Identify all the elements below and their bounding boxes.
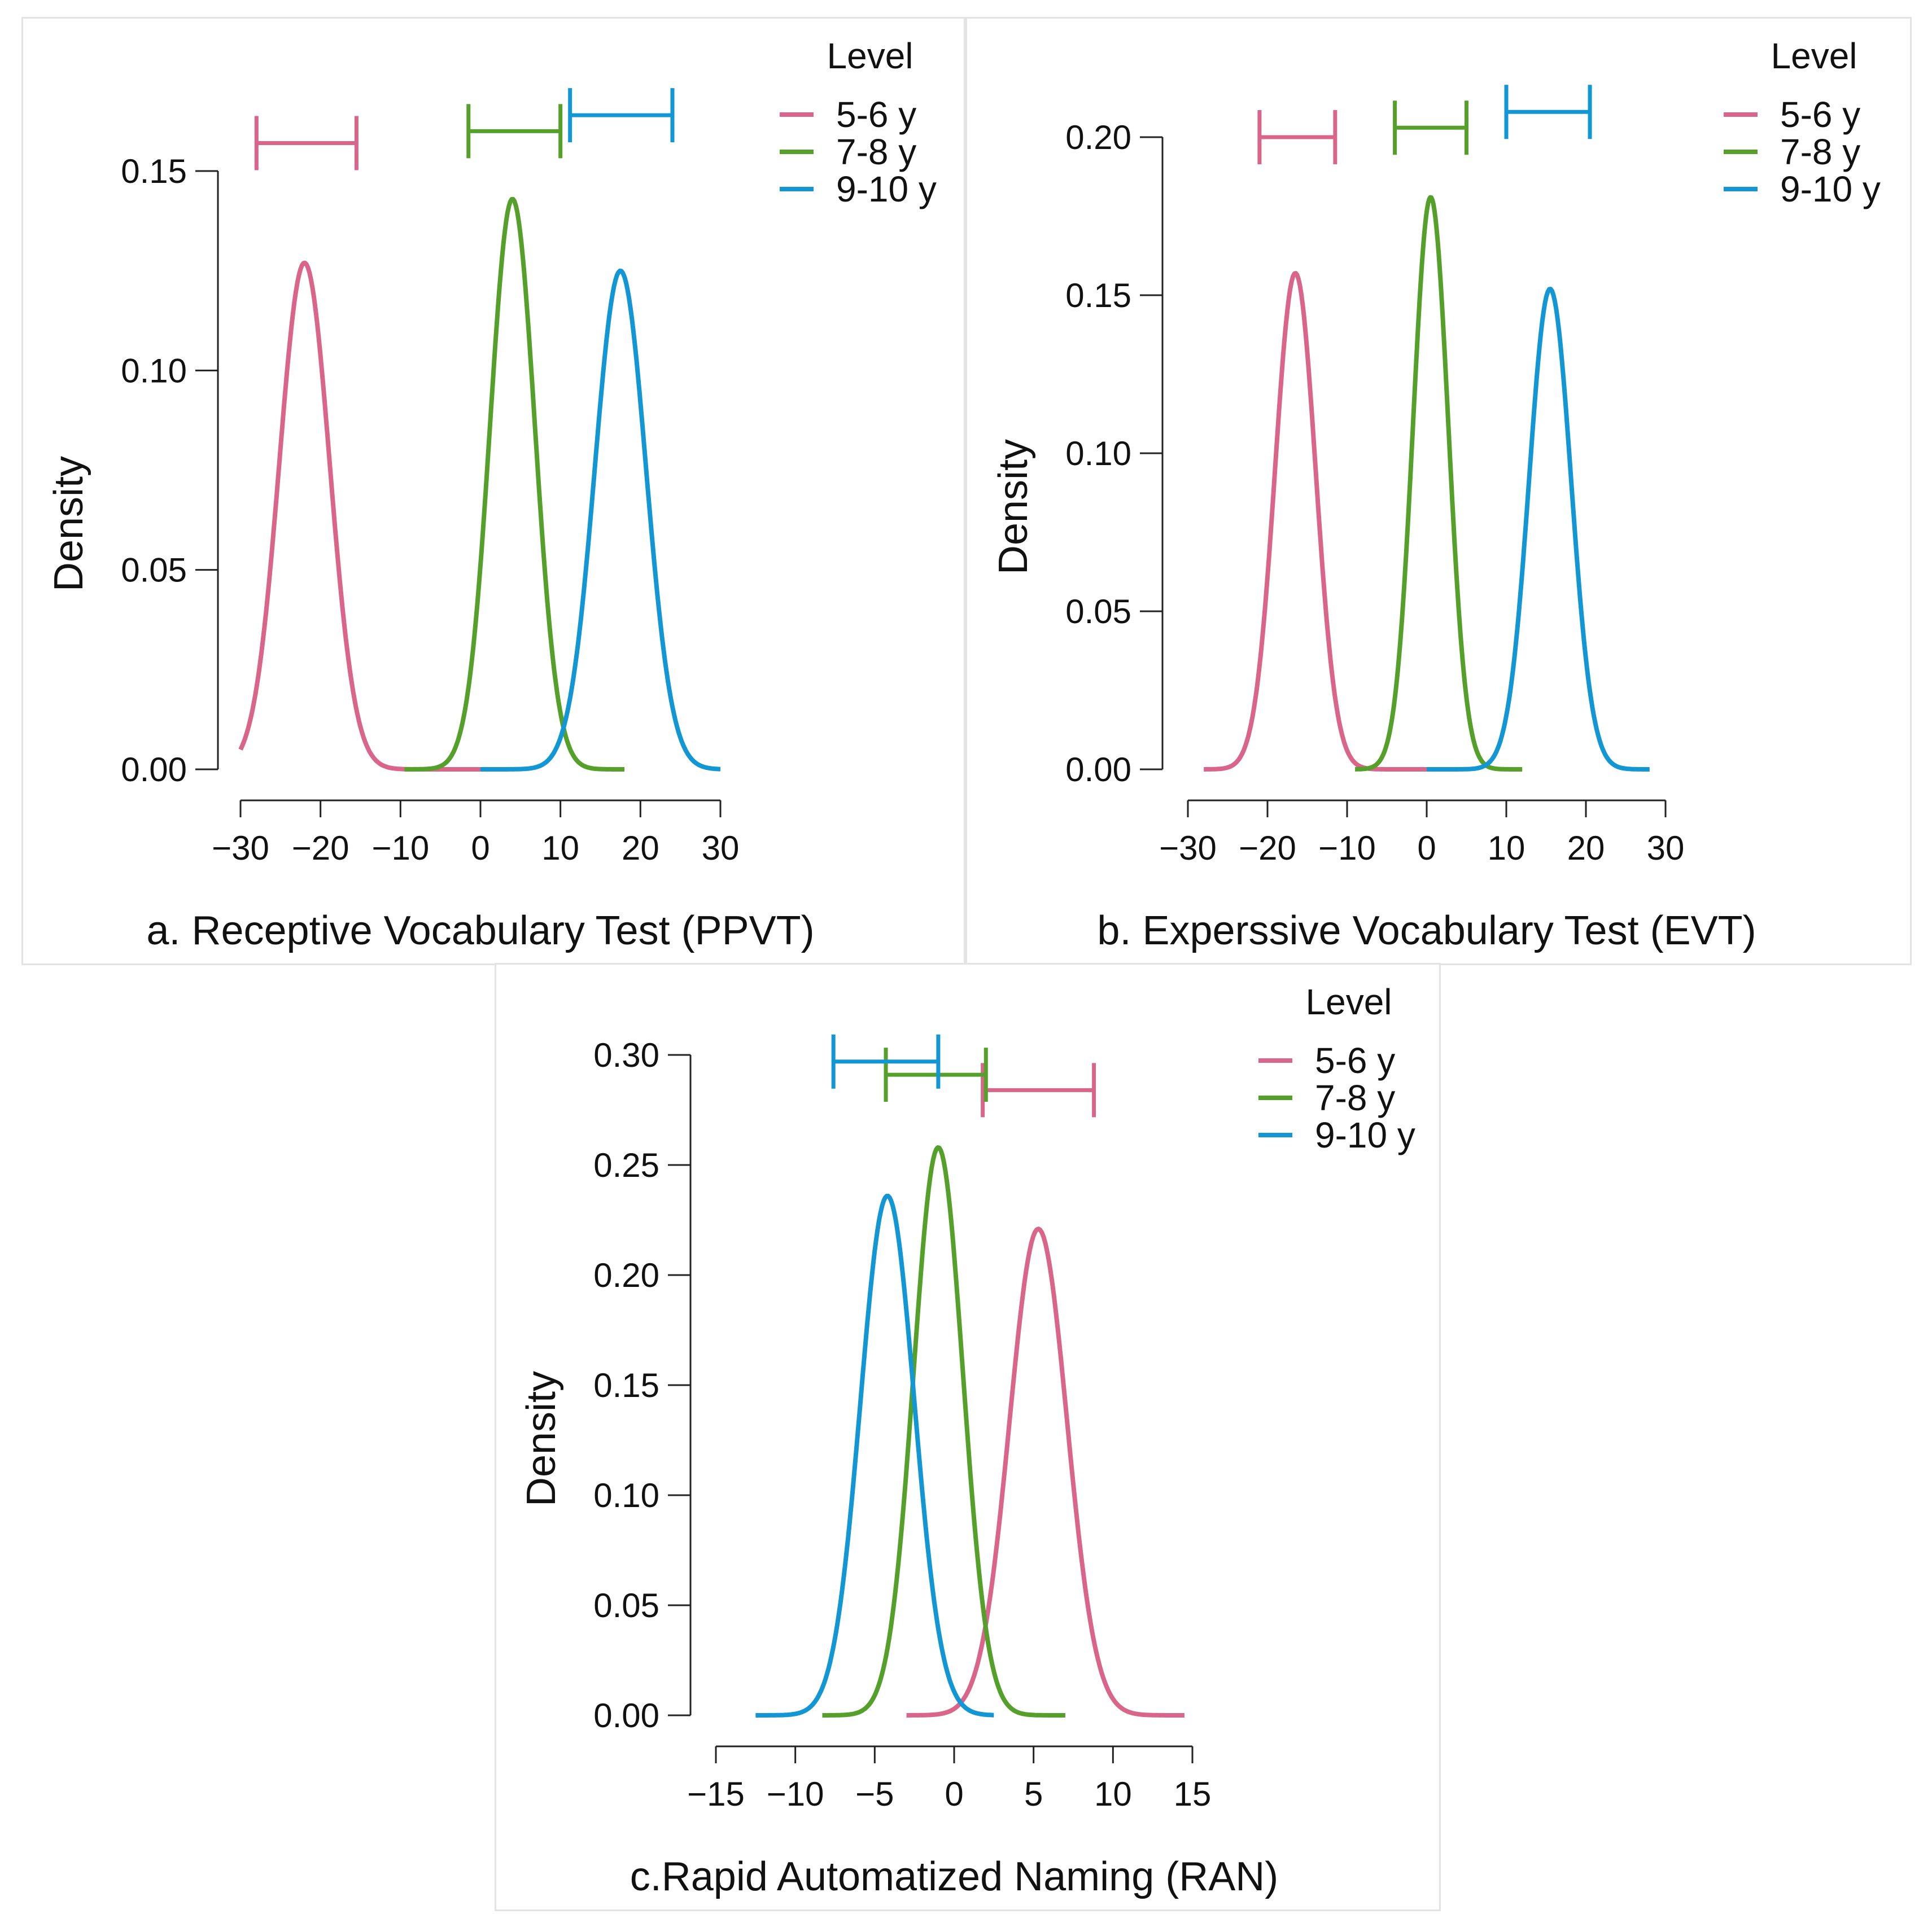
density-curve-5-6y — [238, 260, 482, 772]
legend-label: 5-6 y — [836, 94, 916, 135]
legend-title: Level — [827, 36, 913, 76]
y-tick-label: 0.00 — [1065, 751, 1131, 789]
y-tick-label: 0.05 — [121, 551, 187, 589]
y-tick-label: 0.15 — [1065, 277, 1131, 314]
y-axis-title: Density — [991, 439, 1036, 575]
panel-ppvt: 0.00 0.05 0.10 0.15 Density −30 −20 −10 0 10 20 30 a… — [21, 17, 965, 965]
y-tick-label: 0.00 — [121, 751, 187, 789]
x-tick-label: −20 — [1239, 829, 1296, 867]
x-tick-label: 10 — [1488, 829, 1526, 867]
density-curve-5-6y — [906, 1227, 1185, 1718]
x-tick-label: 30 — [702, 829, 740, 867]
x-axis-title: a. Receptive Vocabulary Test (PPVT) — [146, 908, 814, 953]
x-tick-label: 10 — [541, 829, 579, 867]
y-tick-label: 0.25 — [593, 1146, 659, 1184]
density-curve-7-8y — [403, 196, 626, 772]
x-tick-label: −10 — [767, 1775, 824, 1813]
x-tick-label: −10 — [371, 829, 429, 867]
chart-ran: 0.00 0.05 0.10 0.15 0.20 0.25 0.30 Density −15 −1… — [519, 982, 1415, 1899]
x-axis-title: b. Experssive Vocabulary Test (EVT) — [1097, 908, 1756, 953]
legend-title: Level — [1306, 982, 1392, 1022]
density-curve-9-10y — [479, 268, 722, 772]
y-tick-label: 0.20 — [593, 1256, 659, 1294]
density-curve-9-10y — [1426, 287, 1651, 772]
panel-evt: 0.00 0.05 0.10 0.15 0.20 Density −30 −20 −10 0 10 2… — [965, 17, 1912, 965]
x-tick-label: 10 — [1094, 1775, 1132, 1813]
x-tick-label: 30 — [1647, 829, 1685, 867]
x-tick-label: 0 — [471, 829, 489, 867]
legend-label: 7-8 y — [1780, 132, 1860, 172]
y-tick-label: 0.15 — [121, 152, 187, 190]
x-tick-label: 0 — [1417, 829, 1436, 867]
x-tick-label: −20 — [292, 829, 349, 867]
y-tick-label: 0.10 — [1065, 435, 1131, 472]
legend-label: 5-6 y — [1315, 1040, 1395, 1081]
y-tick-label: 0.10 — [593, 1477, 659, 1514]
y-tick-label: 0.05 — [593, 1587, 659, 1624]
x-tick-label: 0 — [945, 1775, 963, 1813]
chart-evt: 0.00 0.05 0.10 0.15 0.20 Density −30 −20 −10 0 10 2… — [991, 36, 1881, 953]
legend-label: 5-6 y — [1780, 94, 1860, 135]
legend-label: 7-8 y — [1315, 1078, 1395, 1118]
y-tick-label: 0.10 — [121, 352, 187, 389]
x-tick-label: 5 — [1024, 1775, 1043, 1813]
y-tick-label: 0.30 — [593, 1036, 659, 1074]
x-axis-title: c.Rapid Automatized Naming (RAN) — [630, 1854, 1278, 1899]
legend-label: 9-10 y — [1780, 169, 1881, 209]
x-tick-label: −15 — [687, 1775, 745, 1813]
x-tick-label: −5 — [855, 1775, 894, 1813]
density-curve-7-8y — [821, 1145, 1066, 1718]
y-axis-title: Density — [46, 456, 91, 592]
density-curve-7-8y — [1354, 195, 1524, 772]
legend-label: 9-10 y — [1315, 1115, 1415, 1155]
y-tick-label: 0.00 — [593, 1697, 659, 1735]
y-axis-title: Density — [519, 1371, 564, 1506]
chart-ppvt: 0.00 0.05 0.10 0.15 Density −30 −20 −10 0 10 20 30 a… — [46, 36, 937, 953]
x-tick-label: 15 — [1174, 1775, 1212, 1813]
y-tick-label: 0.15 — [593, 1366, 659, 1404]
x-tick-label: −30 — [212, 829, 269, 867]
panel-ran: 0.00 0.05 0.10 0.15 0.20 0.25 0.30 Density −15 −1… — [495, 963, 1441, 1911]
y-tick-label: 0.05 — [1065, 593, 1131, 630]
x-tick-label: −30 — [1159, 829, 1217, 867]
x-tick-label: 20 — [1567, 829, 1605, 867]
x-tick-label: 20 — [622, 829, 659, 867]
legend-label: 7-8 y — [836, 132, 916, 172]
legend-title: Level — [1771, 36, 1857, 76]
y-tick-label: 0.20 — [1065, 119, 1131, 156]
legend-label: 9-10 y — [836, 169, 937, 209]
x-tick-label: −10 — [1318, 829, 1376, 867]
density-curve-5-6y — [1203, 271, 1428, 772]
density-curve-9-10y — [755, 1193, 995, 1718]
